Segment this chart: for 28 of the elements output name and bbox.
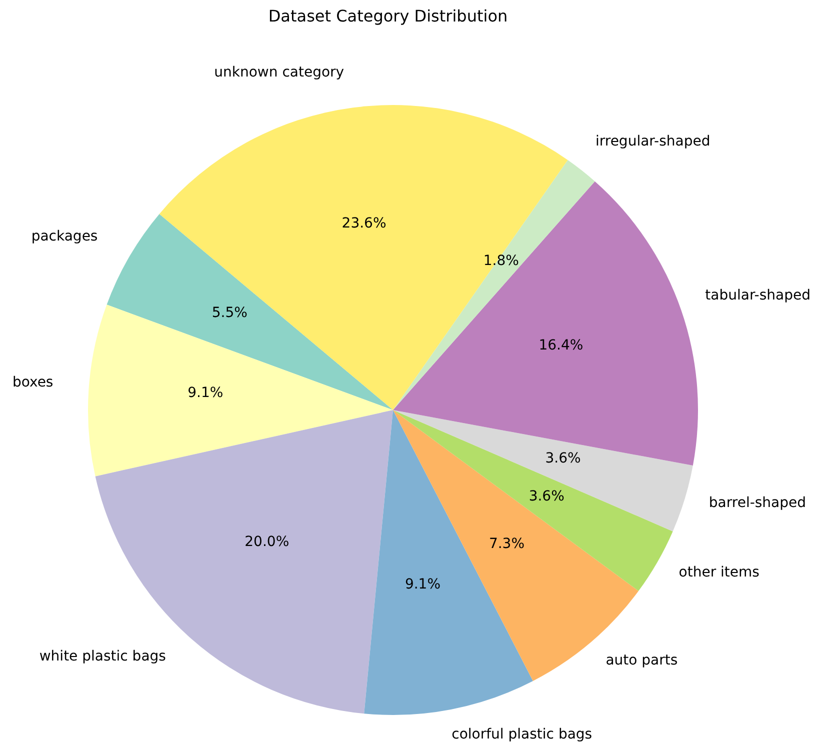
slice-label: packages [31, 228, 98, 245]
pie-slice [393, 181, 698, 466]
slice-label: colorful plastic bags [452, 726, 592, 742]
pie-slice [393, 410, 673, 591]
slice-label: boxes [12, 374, 54, 391]
slice-label: barrel-shaped [708, 494, 806, 511]
pie-slice [393, 410, 693, 532]
slice-label: unknown category [214, 64, 344, 80]
pie-slice [106, 214, 393, 410]
slice-label: other items [678, 564, 760, 580]
data-label: 16.4% [538, 337, 584, 354]
data-label: 23.6% [342, 216, 386, 232]
data-label: 20.0% [244, 534, 290, 550]
data-label: 3.6% [545, 450, 581, 466]
data-label: 7.3% [488, 536, 525, 552]
data-label: 9.1% [188, 384, 224, 401]
pie-slice [393, 410, 638, 681]
data-label: 5.5% [212, 305, 248, 322]
chart-title: Dataset Category Distribution [268, 6, 508, 26]
data-label: 1.8% [483, 253, 519, 270]
slice-label: white plastic bags [39, 648, 166, 665]
pie-slice [88, 304, 393, 476]
pie-slice [393, 160, 595, 410]
data-label: 3.6% [528, 488, 564, 504]
slice-label: tabular-shaped [705, 288, 810, 304]
slice-label: auto parts [606, 652, 678, 668]
data-label: 9.1% [404, 576, 441, 593]
slice-label: irregular-shaped [595, 133, 710, 150]
